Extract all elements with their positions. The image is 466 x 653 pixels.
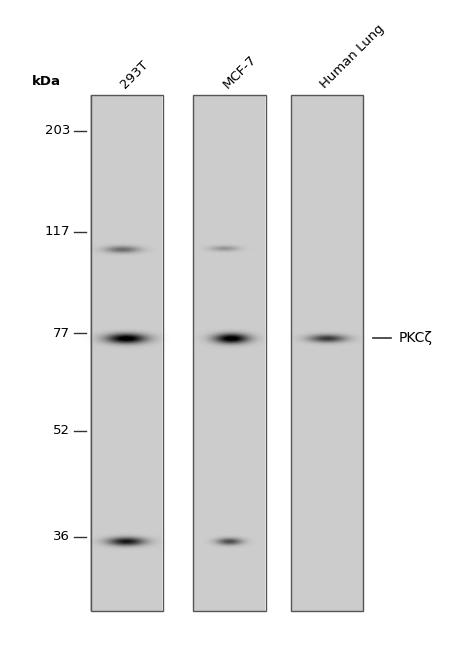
Text: 117: 117 — [44, 225, 70, 238]
Text: 36: 36 — [53, 530, 70, 543]
Bar — [291, 95, 363, 611]
Text: 77: 77 — [53, 326, 70, 340]
Text: 293T: 293T — [118, 58, 151, 91]
Text: Human Lung: Human Lung — [318, 22, 387, 91]
Text: MCF-7: MCF-7 — [220, 52, 259, 91]
Bar — [193, 95, 266, 611]
Text: kDa: kDa — [32, 75, 61, 88]
Text: 52: 52 — [53, 424, 70, 438]
Text: 203: 203 — [45, 124, 70, 137]
Text: PKCζ: PKCζ — [398, 331, 432, 345]
Bar — [91, 95, 163, 611]
